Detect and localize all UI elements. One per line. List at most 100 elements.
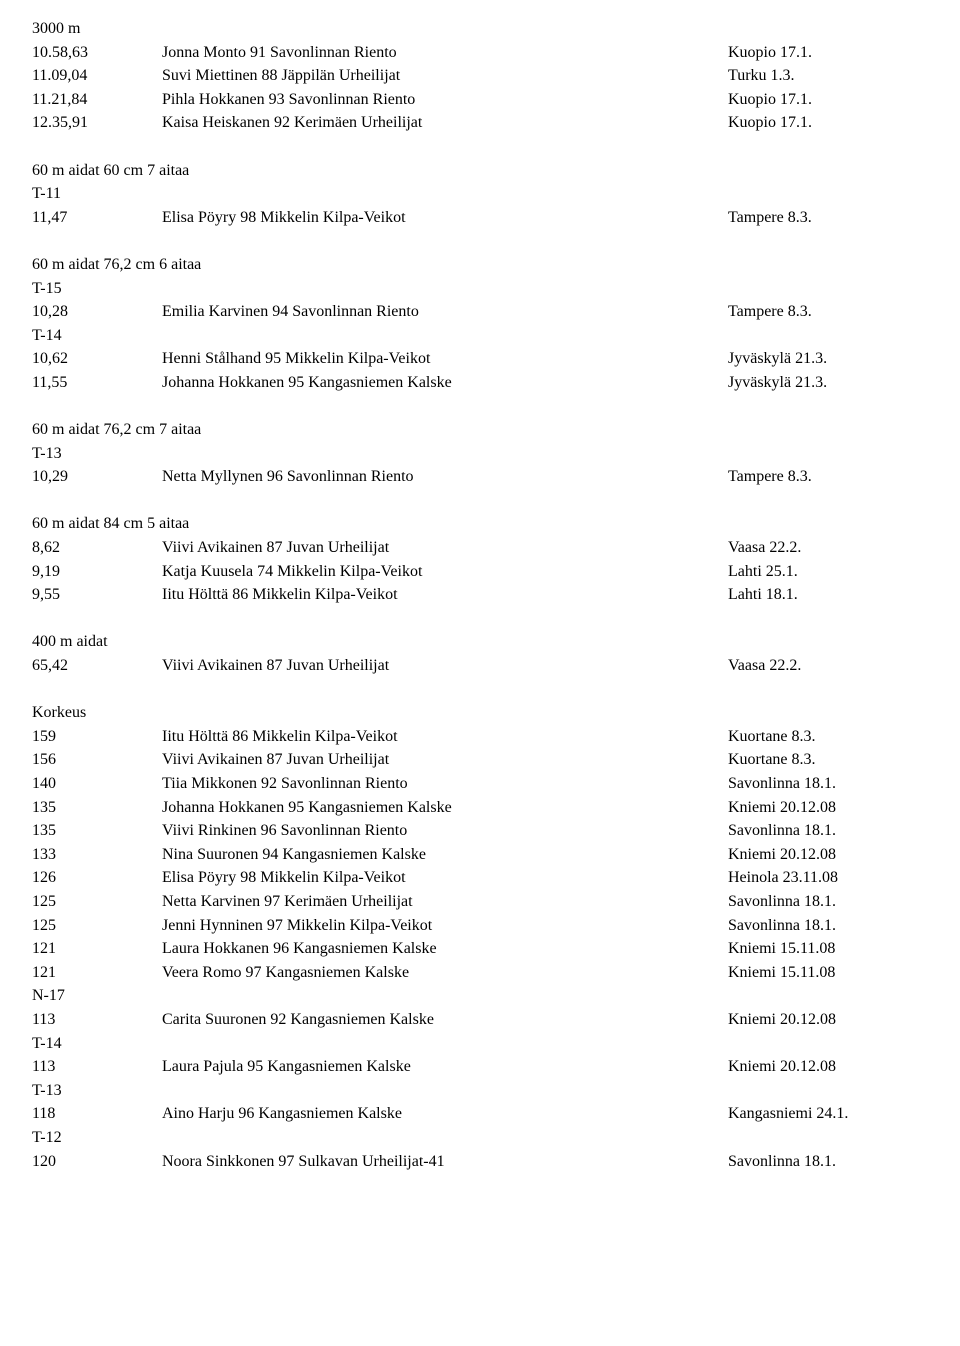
section-spacer (32, 679, 928, 701)
result-name: Viivi Avikainen 87 Juvan Urheilijat (162, 537, 728, 559)
result-location: Tampere 8.3. (728, 466, 928, 488)
result-name: Kaisa Heiskanen 92 Kerimäen Urheilijat (162, 112, 728, 134)
result-name: Laura Hokkanen 96 Kangasniemen Kalske (162, 938, 728, 960)
result-row: 135Viivi Rinkinen 96 Savonlinnan RientoS… (32, 820, 928, 842)
result-location: Kniemi 15.11.08 (728, 938, 928, 960)
result-location: Kuopio 17.1. (728, 112, 928, 134)
section-spacer (32, 490, 928, 512)
section-heading: 60 m aidat 60 cm 7 aitaa (32, 160, 928, 182)
result-location: Heinola 23.11.08 (728, 867, 928, 889)
result-name: Suvi Miettinen 88 Jäppilän Urheilijat (162, 65, 728, 87)
result-row: 11,47Elisa Pöyry 98 Mikkelin Kilpa-Veiko… (32, 207, 928, 229)
result-location: Savonlinna 18.1. (728, 773, 928, 795)
result-location: Kuopio 17.1. (728, 89, 928, 111)
result-location: Kniemi 20.12.08 (728, 844, 928, 866)
result-mark: 125 (32, 915, 162, 937)
result-location: Kniemi 20.12.08 (728, 797, 928, 819)
result-mark: 11,47 (32, 207, 162, 229)
result-row: 126Elisa Pöyry 98 Mikkelin Kilpa-VeikotH… (32, 867, 928, 889)
section-heading: 400 m aidat (32, 631, 928, 653)
result-mark: 12.35,91 (32, 112, 162, 134)
result-name: Veera Romo 97 Kangasniemen Kalske (162, 962, 728, 984)
result-name: Carita Suuronen 92 Kangasniemen Kalske (162, 1009, 728, 1031)
result-row: 12.35,91Kaisa Heiskanen 92 Kerimäen Urhe… (32, 112, 928, 134)
result-mark: 10,29 (32, 466, 162, 488)
result-location: Vaasa 22.2. (728, 537, 928, 559)
result-name: Katja Kuusela 74 Mikkelin Kilpa-Veikot (162, 561, 728, 583)
result-mark: 65,42 (32, 655, 162, 677)
result-row: 9,55Iitu Hölttä 86 Mikkelin Kilpa-Veikot… (32, 584, 928, 606)
result-row: 11.09,04Suvi Miettinen 88 Jäppilän Urhei… (32, 65, 928, 87)
result-location: Vaasa 22.2. (728, 655, 928, 677)
result-row: 8,62Viivi Avikainen 87 Juvan UrheilijatV… (32, 537, 928, 559)
result-row: 121Laura Hokkanen 96 Kangasniemen Kalske… (32, 938, 928, 960)
result-name: Elisa Pöyry 98 Mikkelin Kilpa-Veikot (162, 867, 728, 889)
result-mark: 121 (32, 938, 162, 960)
result-mark: 9,55 (32, 584, 162, 606)
result-row: 125Jenni Hynninen 97 Mikkelin Kilpa-Veik… (32, 915, 928, 937)
section-spacer (32, 608, 928, 630)
result-mark: 159 (32, 726, 162, 748)
age-group-label: T-13 (32, 443, 928, 465)
result-row: 156Viivi Avikainen 87 Juvan UrheilijatKu… (32, 749, 928, 771)
age-group-label: T-12 (32, 1127, 928, 1149)
result-mark: 10.58,63 (32, 42, 162, 64)
result-mark: 8,62 (32, 537, 162, 559)
result-name: Tiia Mikkonen 92 Savonlinnan Riento (162, 773, 728, 795)
section-spacer (32, 136, 928, 158)
result-location: Jyväskylä 21.3. (728, 348, 928, 370)
result-row: 10,28Emilia Karvinen 94 Savonlinnan Rien… (32, 301, 928, 323)
result-mark: 113 (32, 1056, 162, 1078)
result-row: 113Laura Pajula 95 Kangasniemen KalskeKn… (32, 1056, 928, 1078)
result-row: 140Tiia Mikkonen 92 Savonlinnan RientoSa… (32, 773, 928, 795)
result-name: Noora Sinkkonen 97 Sulkavan Urheilijat-4… (162, 1151, 728, 1173)
result-row: 10,62Henni Stålhand 95 Mikkelin Kilpa-Ve… (32, 348, 928, 370)
section-heading: 3000 m (32, 18, 928, 40)
result-location: Kniemi 20.12.08 (728, 1009, 928, 1031)
section-spacer (32, 396, 928, 418)
result-mark: 126 (32, 867, 162, 889)
result-location: Tampere 8.3. (728, 207, 928, 229)
result-name: Emilia Karvinen 94 Savonlinnan Riento (162, 301, 728, 323)
result-row: 113Carita Suuronen 92 Kangasniemen Kalsk… (32, 1009, 928, 1031)
result-mark: 125 (32, 891, 162, 913)
result-name: Iitu Hölttä 86 Mikkelin Kilpa-Veikot (162, 584, 728, 606)
result-name: Netta Karvinen 97 Kerimäen Urheilijat (162, 891, 728, 913)
result-location: Kuopio 17.1. (728, 42, 928, 64)
section-spacer (32, 230, 928, 252)
age-group-label: T-14 (32, 325, 928, 347)
section-heading: Korkeus (32, 702, 928, 724)
result-location: Kuortane 8.3. (728, 749, 928, 771)
age-group-label: T-13 (32, 1080, 928, 1102)
result-name: Elisa Pöyry 98 Mikkelin Kilpa-Veikot (162, 207, 728, 229)
result-mark: 133 (32, 844, 162, 866)
result-name: Aino Harju 96 Kangasniemen Kalske (162, 1103, 728, 1125)
result-mark: 120 (32, 1151, 162, 1173)
result-row: 133Nina Suuronen 94 Kangasniemen KalskeK… (32, 844, 928, 866)
result-mark: 10,62 (32, 348, 162, 370)
section-heading: 60 m aidat 76,2 cm 7 aitaa (32, 419, 928, 441)
result-name: Viivi Avikainen 87 Juvan Urheilijat (162, 749, 728, 771)
result-location: Kangasniemi 24.1. (728, 1103, 928, 1125)
result-row: 10,29Netta Myllynen 96 Savonlinnan Rient… (32, 466, 928, 488)
result-mark: 135 (32, 820, 162, 842)
result-name: Pihla Hokkanen 93 Savonlinnan Riento (162, 89, 728, 111)
result-name: Nina Suuronen 94 Kangasniemen Kalske (162, 844, 728, 866)
result-row: 120Noora Sinkkonen 97 Sulkavan Urheilija… (32, 1151, 928, 1173)
result-row: 9,19Katja Kuusela 74 Mikkelin Kilpa-Veik… (32, 561, 928, 583)
result-location: Kniemi 15.11.08 (728, 962, 928, 984)
result-mark: 135 (32, 797, 162, 819)
result-mark: 113 (32, 1009, 162, 1031)
result-name: Jenni Hynninen 97 Mikkelin Kilpa-Veikot (162, 915, 728, 937)
result-location: Kniemi 20.12.08 (728, 1056, 928, 1078)
age-group-label: T-14 (32, 1033, 928, 1055)
result-location: Savonlinna 18.1. (728, 1151, 928, 1173)
result-mark: 121 (32, 962, 162, 984)
result-location: Savonlinna 18.1. (728, 820, 928, 842)
result-name: Henni Stålhand 95 Mikkelin Kilpa-Veikot (162, 348, 728, 370)
result-name: Netta Myllynen 96 Savonlinnan Riento (162, 466, 728, 488)
result-location: Kuortane 8.3. (728, 726, 928, 748)
result-row: 118Aino Harju 96 Kangasniemen KalskeKang… (32, 1103, 928, 1125)
result-row: 10.58,63Jonna Monto 91 Savonlinnan Rient… (32, 42, 928, 64)
result-row: 65,42Viivi Avikainen 87 Juvan Urheilijat… (32, 655, 928, 677)
